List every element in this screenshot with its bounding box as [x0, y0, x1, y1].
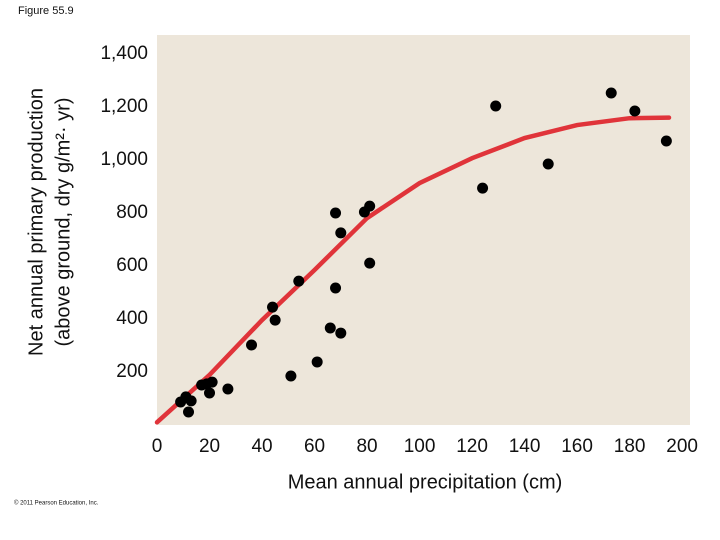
x-tick-label: 0 — [152, 436, 163, 457]
x-tick-label: 40 — [251, 436, 272, 457]
copyright: © 2011 Pearson Education, Inc. — [14, 500, 99, 507]
x-tick-label: 120 — [456, 436, 488, 457]
y-tick-label: 1,200 — [100, 96, 148, 117]
fit-curve — [154, 115, 672, 425]
x-tick-label: 200 — [666, 436, 698, 457]
y-tick-label: 800 — [116, 202, 148, 223]
data-point — [269, 314, 281, 326]
x-tick-label: 180 — [614, 436, 646, 457]
data-point — [246, 339, 258, 351]
data-point — [490, 100, 502, 112]
y-tick-label: 1,400 — [100, 43, 148, 64]
data-point — [542, 158, 554, 170]
data-point — [330, 282, 342, 294]
data-point — [477, 182, 489, 194]
data-point — [185, 395, 197, 407]
y-tick-label: 200 — [116, 361, 148, 382]
data-point — [605, 87, 617, 99]
data-point — [311, 356, 323, 368]
x-tick-label: 100 — [404, 436, 436, 457]
x-tick-label: 160 — [561, 436, 593, 457]
y-label-line: Net annual primary production — [25, 88, 47, 356]
x-tick-label: 20 — [199, 436, 220, 457]
x-tick-label: 80 — [356, 436, 377, 457]
x-tick-label: 140 — [509, 436, 541, 457]
y-label-line: (above ground, dry g/m²· yr) — [52, 98, 74, 347]
data-point — [267, 301, 279, 313]
data-point — [335, 327, 347, 339]
figure-label: Figure 55.9 — [18, 5, 74, 17]
y-tick-label: 1,000 — [100, 149, 148, 170]
y-tick-label: 400 — [116, 308, 148, 329]
x-tick-label: 60 — [304, 436, 325, 457]
data-point — [330, 207, 342, 219]
data-point — [364, 257, 376, 269]
data-point — [335, 227, 347, 239]
plot-area — [157, 35, 690, 425]
data-point — [629, 105, 641, 117]
y-tick-label: 600 — [116, 255, 148, 276]
x-axis-label: Mean annual precipitation (cm) — [288, 471, 563, 493]
data-point — [204, 387, 216, 399]
data-point — [183, 406, 195, 418]
y-axis-label: Net annual primary production (above gro… — [25, 88, 74, 356]
data-point — [364, 200, 376, 212]
data-point — [293, 275, 305, 287]
data-point — [206, 376, 218, 388]
data-point — [324, 322, 336, 334]
data-point — [285, 370, 297, 382]
data-point — [222, 383, 234, 395]
data-point — [660, 135, 672, 147]
